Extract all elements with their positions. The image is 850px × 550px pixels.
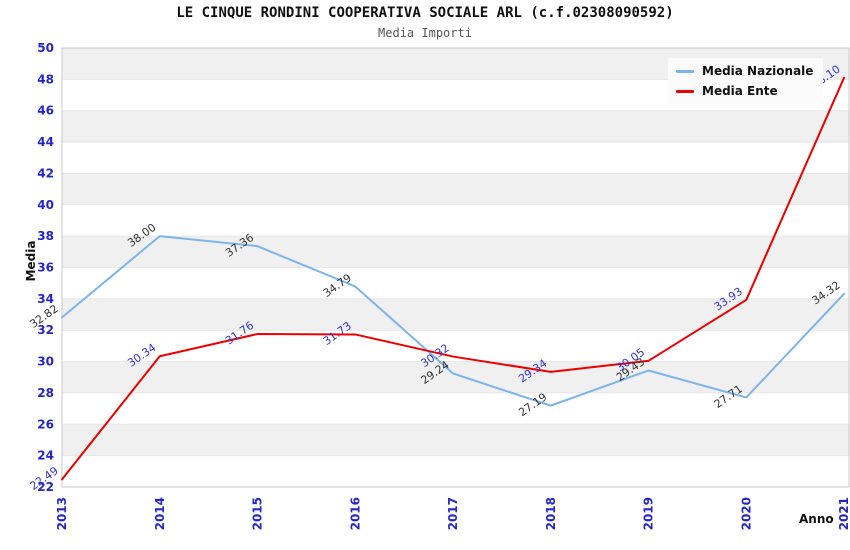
data-label: 27.19 (516, 390, 549, 419)
plot-band (62, 424, 849, 456)
x-tick-label: 2018 (544, 497, 558, 530)
legend-item-media-ente[interactable]: Media Ente (676, 84, 813, 98)
plot-band (62, 110, 849, 143)
plot-band (62, 361, 849, 393)
y-tick-label: 26 (37, 417, 54, 431)
x-tick-label: 2014 (153, 497, 167, 530)
y-tick-label: 22 (37, 480, 54, 494)
legend-line-icon (676, 69, 694, 73)
x-tick-label: 2017 (446, 497, 460, 530)
chart-title: LE CINQUE RONDINI COOPERATIVA SOCIALE AR… (176, 5, 674, 21)
series-line-media-ente (61, 76, 845, 481)
y-tick-label: 38 (37, 229, 54, 243)
x-tick-label: 2021 (837, 497, 850, 530)
x-tick-label: 2013 (55, 497, 69, 530)
y-tick-label: 40 (37, 198, 54, 212)
plot-band (62, 173, 849, 205)
y-tick-label: 30 (37, 355, 54, 369)
legend-line-icon (676, 89, 694, 93)
legend-item-label: Media Ente (702, 84, 778, 98)
plot-band (62, 236, 849, 268)
legend: Media Nazionale Media Ente (668, 58, 824, 104)
chart-subtitle: Media Importi (378, 26, 472, 40)
y-tick-label: 36 (37, 261, 54, 275)
y-tick-label: 28 (37, 386, 54, 400)
x-axis-title: Anno (799, 512, 834, 526)
y-tick-label: 34 (37, 292, 54, 306)
x-tick-label: 2020 (739, 497, 753, 530)
y-tick-label: 32 (37, 323, 54, 337)
y-tick-label: 46 (37, 104, 54, 118)
y-tick-label: 24 (37, 449, 54, 463)
x-tick-label: 2019 (642, 497, 656, 530)
y-tick-label: 44 (37, 135, 54, 149)
y-tick-label: 42 (37, 166, 54, 180)
legend-item-media-nazionale[interactable]: Media Nazionale (676, 64, 813, 78)
plot-band (62, 298, 849, 331)
y-tick-label: 48 (37, 72, 54, 86)
y-tick-label: 50 (37, 41, 54, 55)
series-line-media-nazionale (61, 235, 845, 407)
data-label: 34.79 (321, 271, 354, 300)
plot-border (61, 47, 850, 488)
y-axis-title: Media (24, 240, 38, 282)
x-tick-label: 2016 (348, 497, 362, 530)
legend-item-label: Media Nazionale (702, 64, 814, 78)
x-tick-label: 2015 (251, 497, 265, 530)
